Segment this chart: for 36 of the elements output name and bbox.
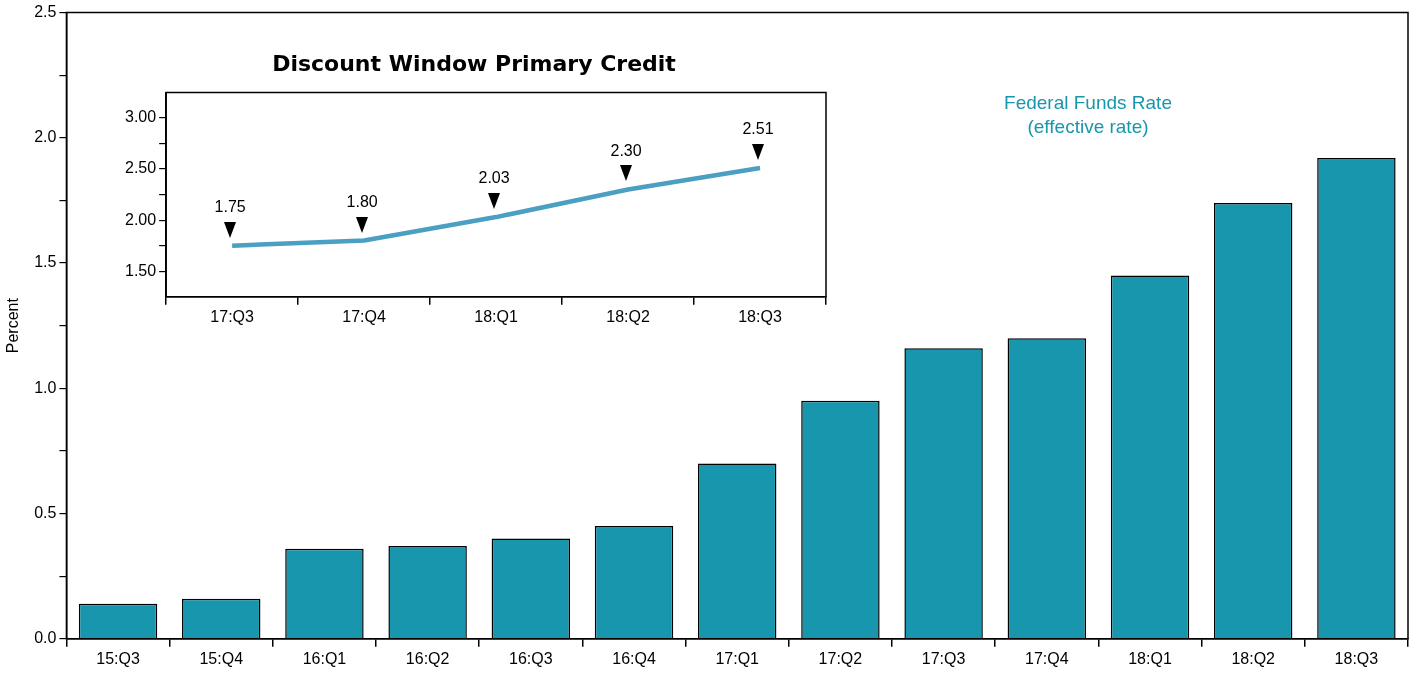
y-tick-label: 1.50 (125, 261, 157, 279)
data-label: 2.30 (610, 141, 642, 159)
y-tick-label: 2.0 (34, 128, 57, 146)
y-axis-title: Percent (4, 297, 22, 354)
chart-title: Discount Window Primary Credit (272, 50, 677, 76)
y-tick-label: 2.5 (34, 3, 57, 21)
y-tick-label: 0.5 (34, 503, 57, 521)
x-tick-label: 18:Q1 (474, 307, 518, 325)
y-tick-label: 2.00 (125, 210, 157, 228)
x-tick-label: 15:Q4 (199, 649, 244, 667)
x-tick-label: 17:Q3 (921, 649, 966, 667)
x-tick-label: 17:Q3 (210, 307, 255, 325)
x-tick-label: 16:Q4 (612, 649, 656, 667)
data-label: 1.80 (346, 193, 378, 210)
y-tick-label: 2.50 (125, 159, 157, 177)
x-tick-label: 15:Q3 (96, 649, 140, 667)
x-tick-label: 16:Q2 (405, 649, 450, 667)
text: Federal Funds Rate (effective rate) (1004, 92, 1172, 138)
data-label: 2.51 (742, 120, 774, 138)
y-tick-label: 1.5 (34, 253, 57, 271)
x-tick-label: 18:Q3 (738, 307, 782, 325)
x-tick-label: 18:Q2 (1231, 649, 1276, 667)
data-label: 1.75 (214, 198, 246, 216)
y-tick-label: 1.0 (34, 378, 57, 396)
y-tick-label: 3.00 (125, 108, 157, 126)
x-tick-label: 17:Q2 (818, 649, 863, 667)
x-tick-label: 17:Q1 (715, 649, 760, 667)
x-tick-label: 16:Q1 (302, 649, 347, 667)
data-label: 2.03 (478, 169, 510, 187)
y-tick-label: 0.0 (34, 629, 57, 647)
x-tick-label: 17:Q4 (342, 307, 386, 325)
x-tick-label: 17:Q4 (1025, 649, 1069, 667)
x-tick-label: 18:Q2 (606, 307, 650, 325)
x-tick-label: 16:Q3 (509, 649, 553, 667)
x-tick-label: 18:Q1 (1128, 649, 1172, 667)
x-tick-label: 18:Q3 (1334, 649, 1379, 667)
